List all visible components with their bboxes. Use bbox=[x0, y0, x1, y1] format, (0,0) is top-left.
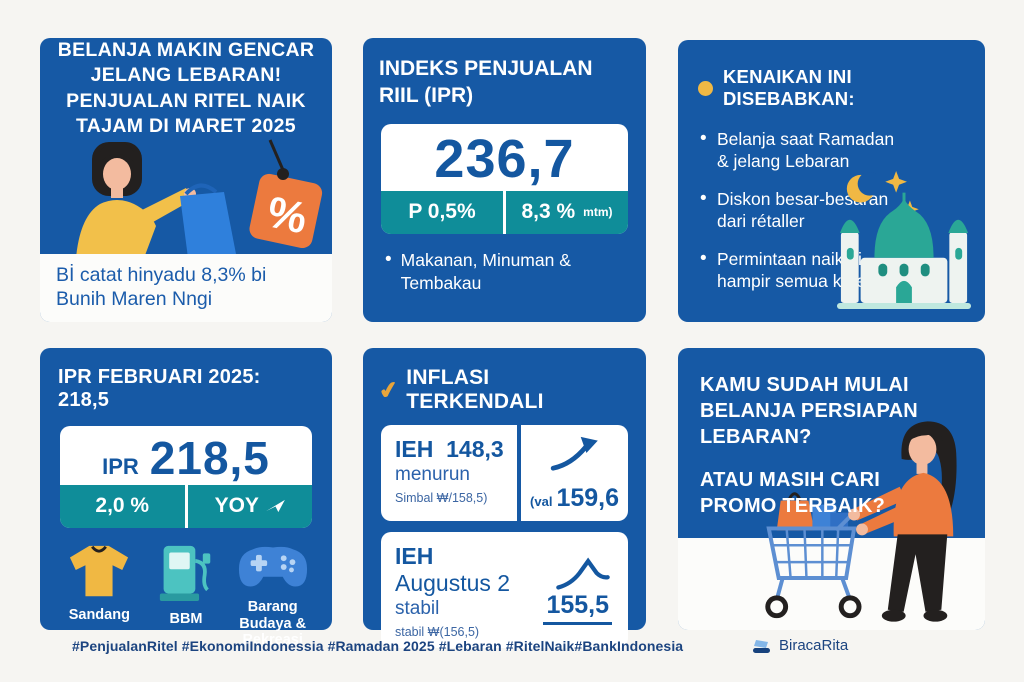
stat-right: 8,3 % mtm) bbox=[503, 190, 628, 234]
list-item: Diskon besar-besaran dari rétaller bbox=[698, 187, 903, 233]
tshirt-icon bbox=[70, 545, 129, 597]
stat-right-suffix: mtm) bbox=[583, 204, 613, 219]
trend-up-arrow-icon bbox=[550, 436, 598, 471]
panel-question-belanja: KAMU SUDAH MULAI BELANJA PERSIAPAN LEBAR… bbox=[678, 348, 985, 630]
ieh-headline: IEH Augustus 2 bbox=[395, 543, 522, 597]
ipr-feb-value-card: IPR 218,5 2,0 % YOY bbox=[60, 426, 312, 528]
category-label: BBM bbox=[169, 610, 203, 627]
panel1-caption: Bİ catat hinyadu 8,3% bi Bunih Maren Nng… bbox=[56, 264, 267, 311]
panel5-title: INFLASI TERKENDALI bbox=[406, 366, 544, 413]
ipr-stat-strip: P 0,5% 8,3 % mtm) bbox=[381, 190, 628, 234]
category-sandang: Sandang bbox=[58, 543, 141, 649]
panel6-question-1: KAMU SUDAH MULAI BELANJA PERSIAPAN LEBAR… bbox=[700, 374, 918, 448]
ieh-value: Augustus 2 bbox=[395, 570, 511, 596]
stat-left: P 0,5% bbox=[408, 199, 476, 223]
mosque-illustration bbox=[836, 170, 972, 309]
panel3-heading: KENAIKAN INI DISEBABKAN: bbox=[698, 66, 965, 110]
value-prefix: (val bbox=[530, 494, 553, 509]
check-icon: ✔ bbox=[376, 375, 401, 404]
ieh-note: stabil ₩(156,5) bbox=[395, 625, 480, 639]
ieh-card1-chart: (val 159,6 bbox=[517, 425, 628, 521]
ieh-card-1: IEH 148,3 menurun Simbal ₩/158,5) (val 1… bbox=[381, 425, 628, 521]
ieh-headline: IEH 148,3 bbox=[395, 436, 507, 463]
panel-kenaikan-disebabkan: KENAIKAN INI DISEBABKAN: Belanja saat Ra… bbox=[678, 40, 985, 322]
ipr-value: 236,7 bbox=[434, 128, 575, 189]
stat-left: 2,0 % bbox=[95, 493, 150, 517]
brand-logo-icon bbox=[753, 639, 770, 653]
mosque-building bbox=[836, 192, 972, 309]
stat-right: YOY bbox=[184, 484, 313, 528]
panel1-caption-strip: Bİ catat hinyadu 8,3% bi Bunih Maren Nng… bbox=[40, 254, 332, 322]
ieh-card1-text: IEH 148,3 menurun Simbal ₩/158,5) bbox=[381, 425, 517, 521]
crescent-moon-icon bbox=[846, 171, 882, 203]
cart-wheel bbox=[838, 595, 862, 619]
panel3-bullet-list: Belanja saat Ramadan & jelang Lebaran Di… bbox=[698, 127, 903, 292]
ieh-card2-chart: 155,5 bbox=[532, 532, 628, 648]
yoy-label: YOY bbox=[214, 493, 259, 517]
brand-lockup: BiracaRita bbox=[752, 637, 848, 654]
category-label: Barang Budaya & Rekreasi bbox=[239, 598, 307, 649]
ieh-trend: menurun bbox=[395, 464, 470, 485]
hashtags-text: #PenjualanRitel #EkonomiIndonessia #Rama… bbox=[72, 638, 684, 654]
ipr-feb-value: 218,5 bbox=[149, 432, 270, 484]
ipr-feb-value-row: IPR 218,5 bbox=[60, 426, 312, 485]
shopping-bag bbox=[180, 192, 236, 258]
panel-indeks-penjualan-riil: INDEKS PENJUALAN RIIL (IPR) 236,7 P 0,5%… bbox=[363, 38, 646, 322]
shopper-and-discount-tag-illustration: % bbox=[76, 139, 323, 258]
ieh-label: IEH bbox=[395, 543, 434, 569]
panel2-bullet-text: Makanan, Minuman & Tembakau bbox=[400, 249, 571, 293]
shopper-cart-illustration bbox=[765, 421, 957, 622]
panel4-title: IPR FEBRUARI 2025: 218,5 bbox=[58, 366, 261, 411]
ieh-card-2: IEH Augustus 2 stabil stabil ₩(156,5) 15… bbox=[381, 532, 628, 648]
panel-ipr-februari: IPR FEBRUARI 2025: 218,5 IPR 218,5 2,0 %… bbox=[40, 348, 332, 648]
cart-wheel bbox=[765, 595, 789, 619]
ipr-feb-stat-strip: 2,0 % YOY bbox=[60, 484, 313, 528]
category-bbm: BBM bbox=[145, 543, 228, 649]
ipr-value-card: 236,7 P 0,5% 8,3 % mtm) bbox=[381, 123, 628, 234]
panel2-bullet: Makanan, Minuman & Tembakau bbox=[385, 249, 624, 295]
sparkle-icon bbox=[885, 170, 907, 193]
bullet-dot-icon bbox=[698, 80, 713, 96]
cart-contents bbox=[776, 492, 849, 531]
plane-arrow-icon bbox=[266, 500, 285, 513]
panel3-title: KENAIKAN INI DISEBABKAN: bbox=[723, 66, 855, 109]
panel2-title: INDEKS PENJUALAN RIIL (IPR) bbox=[379, 57, 593, 107]
brand-name: BiracaRita bbox=[779, 637, 849, 654]
shopper-woman-illustration bbox=[76, 142, 236, 258]
ieh-note: Simbal ₩/158,5) bbox=[395, 491, 488, 505]
footer: #PenjualanRitel #EkonomiIndonessia #Rama… bbox=[0, 634, 1024, 674]
discount-tag-icon: % bbox=[249, 139, 323, 249]
panel5-heading: ✔ INFLASI TERKENDALI bbox=[376, 366, 630, 414]
value-number: 155,5 bbox=[543, 591, 612, 625]
ieh-label: IEH bbox=[395, 436, 434, 462]
panel6-question-2: ATAU MASIH CARI PROMO TERBAIK? bbox=[700, 469, 886, 517]
value-number: 159,6 bbox=[556, 484, 619, 512]
category-label: Sandang bbox=[68, 606, 130, 623]
ieh-value: 148,3 bbox=[446, 436, 504, 462]
bag-handle bbox=[184, 183, 218, 196]
panel-headline-belanja: BELANJA MAKIN GENCAR JELANG LEBARAN! PEN… bbox=[40, 38, 332, 322]
ipr-label: IPR bbox=[102, 454, 139, 479]
list-item: Belanja saat Ramadan & jelang Lebaran bbox=[698, 127, 903, 173]
ieh-right-value: (val 159,6 bbox=[530, 484, 619, 513]
fuel-pump-icon bbox=[159, 545, 211, 601]
ieh-trend: stabil bbox=[395, 598, 440, 619]
panel1-title: BELANJA MAKIN GENCAR JELANG LEBARAN! PEN… bbox=[57, 39, 315, 138]
stat-right-value: 8,3 % bbox=[521, 199, 576, 223]
trend-peak-icon bbox=[556, 556, 610, 590]
shopper-woman-illustration bbox=[848, 421, 957, 622]
panel-inflasi-terkendali: ✔ INFLASI TERKENDALI IEH 148,3 menurun S… bbox=[363, 348, 646, 648]
ieh-card2-text: IEH Augustus 2 stabil stabil ₩(156,5) bbox=[381, 532, 532, 648]
category-icons-row: Sandang BBM bbox=[58, 543, 314, 649]
game-controller-icon bbox=[238, 546, 307, 587]
category-barang-budaya: Barang Budaya & Rekreasi bbox=[231, 543, 314, 649]
